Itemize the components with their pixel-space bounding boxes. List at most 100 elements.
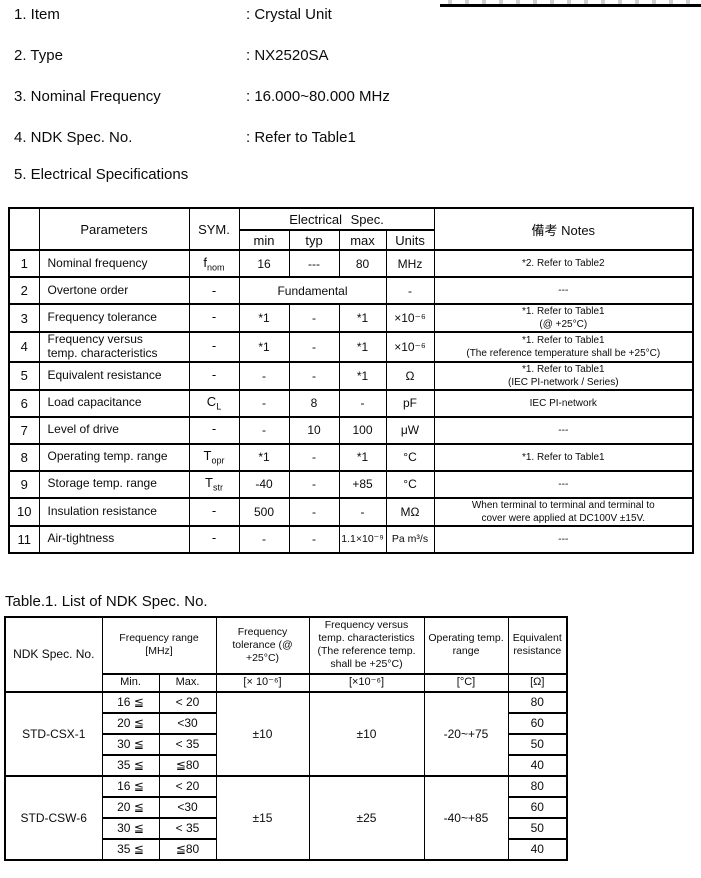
- typ-cell: -: [288, 442, 340, 472]
- min-cell: *1: [238, 331, 290, 363]
- note-cell: *2. Refer to Table2: [433, 249, 694, 278]
- param-cell: Frequency tolerance: [38, 303, 190, 333]
- resistance-cell: 80: [507, 774, 568, 798]
- op-range-cell: -40~+85: [423, 774, 509, 861]
- table1-row: STD-CSX-1 16 ≦ < 20 ±10 ±10 -20~+75 80: [4, 690, 568, 777]
- tolerance-cell: ±15: [215, 774, 310, 861]
- freq-max-cell: < 35: [158, 816, 217, 840]
- spec-item-label: 4. NDK Spec. No.: [14, 129, 133, 146]
- elec-row: 4 Frequency versus temp. characteristics …: [8, 331, 694, 363]
- freq-min-cell: 20 ≦: [101, 711, 160, 735]
- col-header-units: Units: [385, 229, 435, 251]
- col-header-notes: 備考 Notes: [433, 207, 694, 251]
- subheader-tolerance-unit: [× 10⁻⁶]: [215, 672, 310, 693]
- note-cell: When terminal to terminal and terminal t…: [433, 496, 694, 527]
- spec-item-value: : Crystal Unit: [246, 6, 332, 23]
- resistance-cell: 60: [507, 711, 568, 735]
- freq-min-cell: 35 ≦: [101, 837, 160, 861]
- units-cell: pF: [385, 388, 435, 418]
- resistance-cell: 40: [507, 837, 568, 861]
- resistance-cell: 50: [507, 816, 568, 840]
- sym-cell: fnom: [188, 249, 240, 278]
- cropped-text-fragments: [448, 0, 694, 4]
- sym-cell: -: [188, 496, 240, 527]
- max-cell: -: [338, 388, 387, 418]
- note-cell: IEC PI-network: [433, 388, 694, 418]
- elec-row: 3 Frequency tolerance - *1 - *1 ×10⁻⁶ *1…: [8, 303, 694, 333]
- param-cell: Overtone order: [38, 276, 190, 305]
- typ-cell: 10: [288, 415, 340, 445]
- table1-row: 20 ≦ <30 60: [5, 795, 568, 819]
- typ-cell: -: [288, 496, 340, 527]
- freq-max-cell: < 20: [158, 774, 217, 798]
- units-cell: ×10⁻⁶: [385, 331, 435, 363]
- min-cell: *1: [238, 442, 290, 472]
- subheader-temp-char-unit: [×10⁻⁶]: [308, 672, 425, 693]
- note-cell: ---: [433, 524, 694, 554]
- temp-char-cell: ±25: [308, 774, 425, 861]
- freq-min-cell: 30 ≦: [101, 816, 160, 840]
- sym-cell: -: [188, 276, 240, 305]
- freq-min-cell: 16 ≦: [101, 774, 160, 798]
- cropped-table-edge-line: [440, 4, 701, 7]
- freq-max-cell: < 20: [158, 690, 217, 714]
- col-header-parameters: Parameters: [38, 207, 190, 251]
- row-no-cell: 3: [8, 303, 40, 333]
- min-cell: -: [238, 415, 290, 445]
- param-cell: Equivalent resistance: [38, 360, 190, 391]
- subheader-resistance-unit: [Ω]: [507, 672, 568, 693]
- units-cell: °C: [385, 442, 435, 472]
- units-cell: ×10⁻⁶: [385, 303, 435, 333]
- sym-cell: Topr: [188, 442, 240, 472]
- col-header-min: min: [238, 229, 290, 251]
- typ-cell: 8: [288, 388, 340, 418]
- min-cell: *1: [238, 303, 290, 333]
- subheader-op-range-unit: [°C]: [423, 672, 509, 693]
- spec-item-row: 4. NDK Spec. No.: Refer to Table1: [14, 129, 356, 146]
- param-cell: Insulation resistance: [38, 496, 190, 527]
- spec-item-label: 3. Nominal Frequency: [14, 88, 161, 105]
- col-header-typ: typ: [288, 229, 340, 251]
- section-title-electrical-specifications: 5. Electrical Specifications: [14, 166, 189, 183]
- spec-item-row: 3. Nominal Frequency: 16.000~80.000 MHz: [14, 88, 390, 105]
- table1-title: Table.1. List of NDK Spec. No.: [5, 593, 208, 610]
- max-cell: *1: [338, 303, 387, 333]
- elec-row: 9 Storage temp. range Tstr -40 - +85 °C …: [8, 469, 694, 499]
- spec-no-cell: STD-CSW-6: [4, 774, 103, 861]
- table1-row: 35 ≦ ≦80 40: [5, 753, 568, 777]
- units-cell: MHz: [385, 249, 435, 278]
- typ-cell: -: [288, 469, 340, 499]
- row-no-cell: 4: [8, 331, 40, 363]
- table1-row: 30 ≦ < 35 50: [5, 816, 568, 840]
- elec-row: 10 Insulation resistance - 500 - - MΩ Wh…: [8, 496, 694, 527]
- sym-cell: Tstr: [188, 469, 240, 499]
- spec-item-row: 2. Type: NX2520SA: [14, 47, 329, 64]
- spec-item-row: 1. Item : Crystal Unit: [14, 6, 332, 23]
- min-cell: 16: [238, 249, 290, 278]
- typ-cell: -: [288, 331, 340, 363]
- elec-row: 5 Equivalent resistance - - - *1 Ω *1. R…: [8, 360, 694, 391]
- spec-item-value: : NX2520SA: [246, 47, 329, 64]
- elec-row: 2 Overtone order - Fundamental - ---: [8, 276, 694, 305]
- max-cell: -: [338, 496, 387, 527]
- sym-cell: -: [188, 524, 240, 554]
- freq-min-cell: 16 ≦: [101, 690, 160, 714]
- param-cell: Nominal frequency: [38, 249, 190, 278]
- table1-row: 35 ≦ ≦80 40: [5, 837, 568, 861]
- electrical-spec-table: Parameters SYM. Electrical Spec. 備考 Note…: [8, 207, 695, 554]
- spec-no-cell: STD-CSX-1: [4, 690, 103, 777]
- temp-char-cell: ±10: [308, 690, 425, 777]
- min-cell: 500: [238, 496, 290, 527]
- subheader-max: Max.: [158, 672, 217, 693]
- spec-item-label: 1. Item: [14, 6, 60, 23]
- row-no-cell: 10: [8, 496, 40, 527]
- units-cell: °C: [385, 469, 435, 499]
- note-cell: ---: [433, 415, 694, 445]
- resistance-cell: 50: [507, 732, 568, 756]
- table1-row: 20 ≦ <30 60: [5, 711, 568, 735]
- max-cell: *1: [338, 360, 387, 391]
- freq-min-cell: 20 ≦: [101, 795, 160, 819]
- col-header-frequency-range: Frequency range [MHz]: [101, 616, 217, 675]
- param-cell: Level of drive: [38, 415, 190, 445]
- freq-min-cell: 30 ≦: [101, 732, 160, 756]
